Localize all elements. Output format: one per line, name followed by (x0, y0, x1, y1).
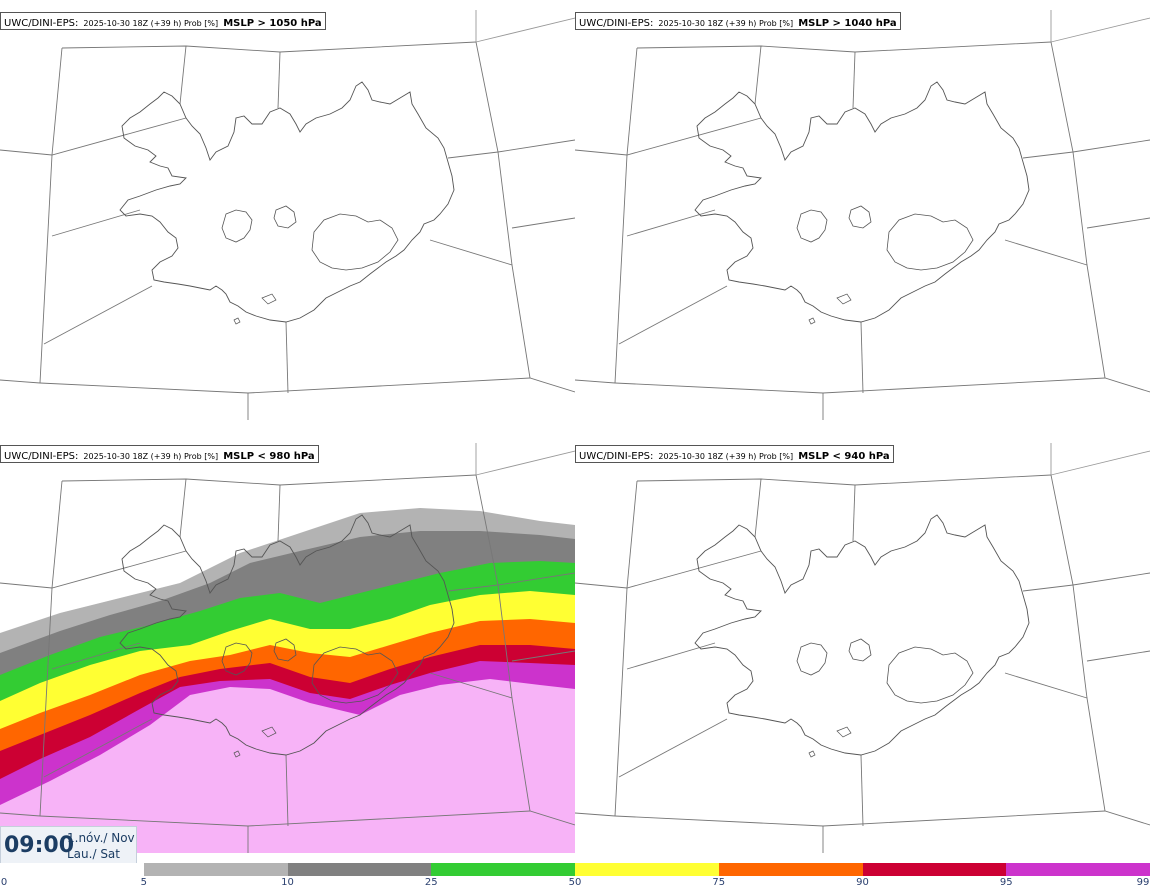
panel-title: UWC/DINI-EPS: 2025-10-30 18Z (+39 h) Pro… (575, 445, 894, 463)
colorbar-segment (0, 863, 144, 876)
map-canvas (575, 442, 1150, 854)
run-info: 2025-10-30 18Z (+39 h) Prob [%] (658, 452, 794, 461)
model-name: UWC/DINI-EPS (579, 18, 650, 29)
colorbar-segment (143, 863, 288, 876)
colorbar-segment (287, 863, 432, 876)
valid-day: Lau./ Sat (67, 847, 120, 861)
map-canvas (575, 9, 1150, 421)
threshold-label: MSLP > 1040 hPa (798, 18, 897, 29)
model-name: UWC/DINI-EPS (579, 451, 650, 462)
probability-fill (0, 508, 575, 853)
threshold-label: MSLP > 1050 hPa (223, 18, 322, 29)
colorbar-tick-label: 99 (1136, 877, 1150, 888)
colorbar-tick-label: 75 (712, 877, 726, 888)
model-name: UWC/DINI-EPS (4, 18, 75, 29)
colorbar-segment (862, 863, 1007, 876)
threshold-label: MSLP < 980 hPa (223, 451, 315, 462)
threshold-label: MSLP < 940 hPa (798, 451, 890, 462)
panel-title: UWC/DINI-EPS: 2025-10-30 18Z (+39 h) Pro… (575, 12, 901, 30)
colorbar-tick-label: 10 (281, 877, 294, 888)
colorbar-segment (718, 863, 863, 876)
map-canvas (0, 9, 575, 421)
colorbar-tick-label: 90 (856, 877, 869, 888)
colorbar: 0 5 10 25 50 75 90 95 99 (0, 861, 1150, 891)
colorbar-tick-label: 0 (0, 877, 8, 888)
colorbar-segment (431, 863, 575, 876)
colorbar-tick-label: 95 (999, 877, 1013, 888)
panel-title: UWC/DINI-EPS: 2025-10-30 18Z (+39 h) Pro… (0, 445, 319, 463)
colorbar-tick-label: 25 (424, 877, 438, 888)
valid-time-box: 09:00 1.nóv./ Nov Lau./ Sat (0, 826, 137, 866)
colorbar-tick-label: 5 (140, 877, 147, 888)
map-panel-mslp-gt-1040: UWC/DINI-EPS: 2025-10-30 18Z (+39 h) Pro… (575, 0, 1150, 433)
run-info: 2025-10-30 18Z (+39 h) Prob [%] (83, 19, 219, 28)
valid-date: 1.nóv./ Nov (67, 831, 135, 845)
map-panel-mslp-lt-940: UWC/DINI-EPS: 2025-10-30 18Z (+39 h) Pro… (575, 433, 1150, 866)
model-name: UWC/DINI-EPS (4, 451, 75, 462)
colorbar-segment (575, 863, 719, 876)
colorbar-segment (1006, 863, 1150, 876)
run-info: 2025-10-30 18Z (+39 h) Prob [%] (658, 19, 794, 28)
map-canvas (0, 442, 575, 854)
map-panel-mslp-lt-980: UWC/DINI-EPS: 2025-10-30 18Z (+39 h) Pro… (0, 433, 575, 866)
valid-time: 09:00 (4, 833, 75, 858)
panel-title: UWC/DINI-EPS: 2025-10-30 18Z (+39 h) Pro… (0, 12, 326, 30)
run-info: 2025-10-30 18Z (+39 h) Prob [%] (83, 452, 219, 461)
colorbar-tick-label: 50 (568, 877, 582, 888)
map-panel-mslp-gt-1050: UWC/DINI-EPS: 2025-10-30 18Z (+39 h) Pro… (0, 0, 575, 433)
